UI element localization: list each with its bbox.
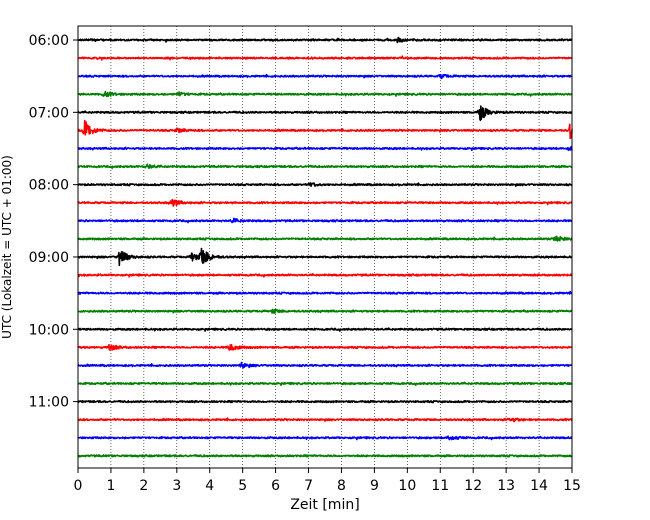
y-tick-label: 11:00 [29, 395, 69, 411]
trace-0930 [77, 290, 573, 296]
trace-0630 [77, 73, 573, 80]
trace-1000 [77, 327, 573, 332]
x-tick-label: 0 [74, 478, 83, 494]
x-tick-label: 6 [271, 478, 280, 494]
x-tick-label: 12 [464, 478, 482, 494]
y-tick-label: 06:00 [29, 33, 69, 49]
trace-0745 [77, 163, 573, 170]
x-tick-label: 9 [370, 478, 379, 494]
trace-1115 [77, 417, 573, 423]
trace-group [77, 36, 573, 458]
trace-0645 [77, 90, 573, 98]
trace-1015 [77, 343, 573, 351]
trace-0715 [77, 119, 573, 140]
trace-1130 [77, 435, 573, 441]
x-tick-label: 3 [172, 478, 181, 494]
x-tick-label: 7 [304, 478, 313, 494]
trace-0615 [77, 55, 573, 61]
x-tick-label: 14 [530, 478, 548, 494]
plot-frame [77, 25, 573, 469]
x-tick-label: 4 [205, 478, 214, 494]
trace-0600 [77, 36, 573, 44]
x-tick-label: 15 [563, 478, 581, 494]
y-tick-label: 09:00 [29, 250, 69, 266]
x-tick-label: 5 [238, 478, 247, 494]
y-axis-label: UTC (Lokalzeit = UTC + 01:00) [0, 155, 14, 339]
trace-0900 [77, 247, 573, 267]
trace-1030 [77, 361, 573, 369]
trace-0700 [77, 105, 573, 122]
trace-1100 [77, 399, 573, 404]
y-tick-label: 08:00 [29, 178, 69, 194]
y-axis: 06:00 07:00 08:00 09:00 10:00 11:00 [29, 33, 78, 411]
x-tick-label: 10 [398, 478, 416, 494]
x-axis: 0 1 2 3 4 5 6 7 8 9 10 11 12 13 14 15 [74, 468, 581, 494]
x-tick-label: 1 [106, 478, 115, 494]
trace-0730 [77, 146, 573, 152]
x-tick-label: 8 [337, 478, 346, 494]
x-axis-label: Zeit [min] [290, 497, 359, 513]
x-tick-label: 13 [497, 478, 515, 494]
x-tick-label: 11 [431, 478, 449, 494]
trace-0945 [77, 308, 573, 315]
y-tick-label: 10:00 [29, 322, 69, 338]
trace-1145 [77, 454, 573, 458]
trace-0830 [77, 217, 573, 224]
trace-0815 [77, 198, 573, 207]
y-tick-label: 07:00 [29, 105, 69, 121]
trace-1045 [77, 381, 573, 387]
trace-0845 [77, 235, 573, 242]
trace-0915 [77, 273, 573, 278]
x-tick-label: 2 [139, 478, 148, 494]
trace-0800 [77, 182, 573, 187]
